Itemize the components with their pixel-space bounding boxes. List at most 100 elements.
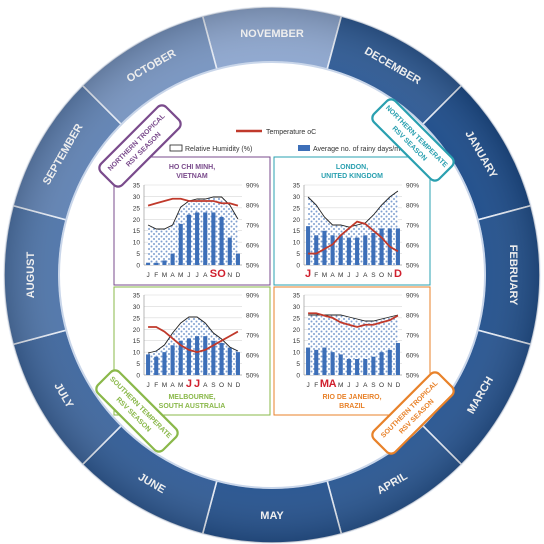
y2-tick-label: 60%	[246, 243, 259, 250]
x-tick-label: F	[314, 272, 318, 279]
y-tick-label: 30	[293, 194, 301, 201]
y2-tick-label: 80%	[246, 203, 259, 210]
temperature-line	[147, 197, 239, 207]
y-tick-label: 15	[293, 338, 301, 345]
x-tick-label: N	[387, 382, 392, 389]
x-tick-label: J	[306, 382, 309, 389]
x-tick-label: J	[187, 272, 190, 279]
y-tick-label: 30	[293, 304, 301, 311]
rainy-days-bar	[330, 235, 335, 265]
rainy-days-bar	[322, 230, 327, 265]
chart-title: BRAZIL	[339, 403, 365, 410]
y2-tick-label: 60%	[406, 243, 419, 250]
x-tick-label: O	[379, 272, 384, 279]
y-tick-label: 10	[293, 240, 301, 247]
rainy-days-bar	[395, 228, 400, 265]
rainy-days-bar	[227, 237, 232, 265]
y-tick-label: 0	[136, 263, 140, 270]
humidity-area	[148, 317, 238, 375]
x-tick-label: O	[219, 382, 224, 389]
y-tick-label: 35	[133, 293, 141, 300]
y2-tick-label: 90%	[246, 183, 259, 190]
rainy-days-bar	[314, 235, 319, 265]
humidity-area	[308, 315, 398, 375]
y2-tick-label: 90%	[406, 293, 419, 300]
y-tick-label: 0	[136, 373, 140, 380]
peak-month-label: A	[329, 378, 337, 390]
y2-tick-label: 80%	[406, 313, 419, 320]
x-tick-label: A	[203, 272, 208, 279]
legend: Temperature oC Relative Humidity (%) Ave…	[169, 129, 414, 153]
legend-humidity-label: Relative Humidity (%)	[185, 146, 252, 153]
rainy-days-bar	[322, 347, 327, 375]
rainy-days-bar	[338, 354, 343, 375]
x-tick-label: M	[178, 272, 183, 279]
x-tick-label: A	[363, 382, 368, 389]
y2-tick-label: 60%	[246, 353, 259, 360]
rainy-days-bar	[330, 352, 335, 375]
x-tick-label: S	[211, 382, 216, 389]
x-tick-label: O	[379, 382, 384, 389]
chart-title: HO CHI MINH,	[169, 164, 215, 171]
x-tick-label: J	[195, 272, 198, 279]
y2-tick-label: 70%	[246, 333, 259, 340]
rainy-days-bar	[379, 352, 384, 375]
humidity-line	[147, 196, 239, 230]
x-tick-label: J	[355, 272, 358, 279]
y-tick-label: 10	[133, 240, 141, 247]
temperature-line	[148, 326, 239, 354]
x-tick-label: F	[154, 272, 158, 279]
x-tick-label: D	[396, 382, 401, 389]
rainy-days-bar	[371, 356, 376, 375]
x-tick-label: M	[338, 382, 343, 389]
y-tick-label: 15	[293, 228, 301, 235]
rainy-days-bar	[306, 226, 311, 265]
x-tick-label: J	[347, 382, 350, 389]
y-tick-label: 5	[136, 361, 140, 368]
x-tick-label: A	[170, 382, 175, 389]
y-tick-label: 25	[293, 205, 301, 212]
chart-title: LONDON,	[336, 164, 368, 171]
rainy-days-bar	[227, 347, 232, 375]
y2-tick-label: 70%	[406, 223, 419, 230]
x-tick-label: F	[314, 382, 318, 389]
y-tick-label: 30	[133, 304, 141, 311]
rainy-days-bar	[195, 212, 200, 265]
y-tick-label: 15	[133, 228, 141, 235]
rainy-days-bar	[363, 359, 368, 375]
rainy-days-bar	[219, 343, 224, 375]
y-tick-label: 5	[296, 361, 300, 368]
rainy-days-bar	[346, 359, 351, 375]
chart-title: VIETNAM	[176, 173, 208, 180]
peak-month-label: S	[210, 268, 217, 280]
chart-title: UNITED KINGDOM	[321, 173, 383, 180]
temperature-line	[308, 220, 399, 255]
x-tick-label: N	[227, 272, 232, 279]
x-tick-label: N	[387, 272, 392, 279]
y-tick-label: 20	[133, 217, 141, 224]
rainy-days-bar	[146, 354, 151, 375]
x-tick-label: M	[162, 272, 167, 279]
x-tick-label: M	[178, 382, 183, 389]
rainy-days-bar	[211, 212, 216, 265]
y-tick-label: 25	[133, 205, 141, 212]
peak-month-label: D	[394, 268, 402, 280]
x-tick-label: A	[363, 272, 368, 279]
x-tick-label: J	[146, 382, 149, 389]
rainy-days-bar	[219, 217, 224, 265]
peak-month-label: M	[320, 378, 329, 390]
chart-title: SOUTH AUSTRALIA	[159, 403, 226, 410]
rainy-days-bar	[355, 237, 360, 265]
y-tick-label: 30	[133, 194, 141, 201]
rainy-days-bar	[186, 214, 191, 265]
y2-tick-label: 50%	[246, 263, 259, 270]
y-tick-label: 35	[293, 183, 301, 190]
rainy-days-bar	[306, 347, 311, 375]
rainy-days-bar	[387, 349, 392, 375]
rainy-days-bar	[195, 336, 200, 375]
legend-temperature-label: Temperature oC	[266, 129, 316, 136]
y2-tick-label: 90%	[246, 293, 259, 300]
y-tick-label: 25	[133, 315, 141, 322]
